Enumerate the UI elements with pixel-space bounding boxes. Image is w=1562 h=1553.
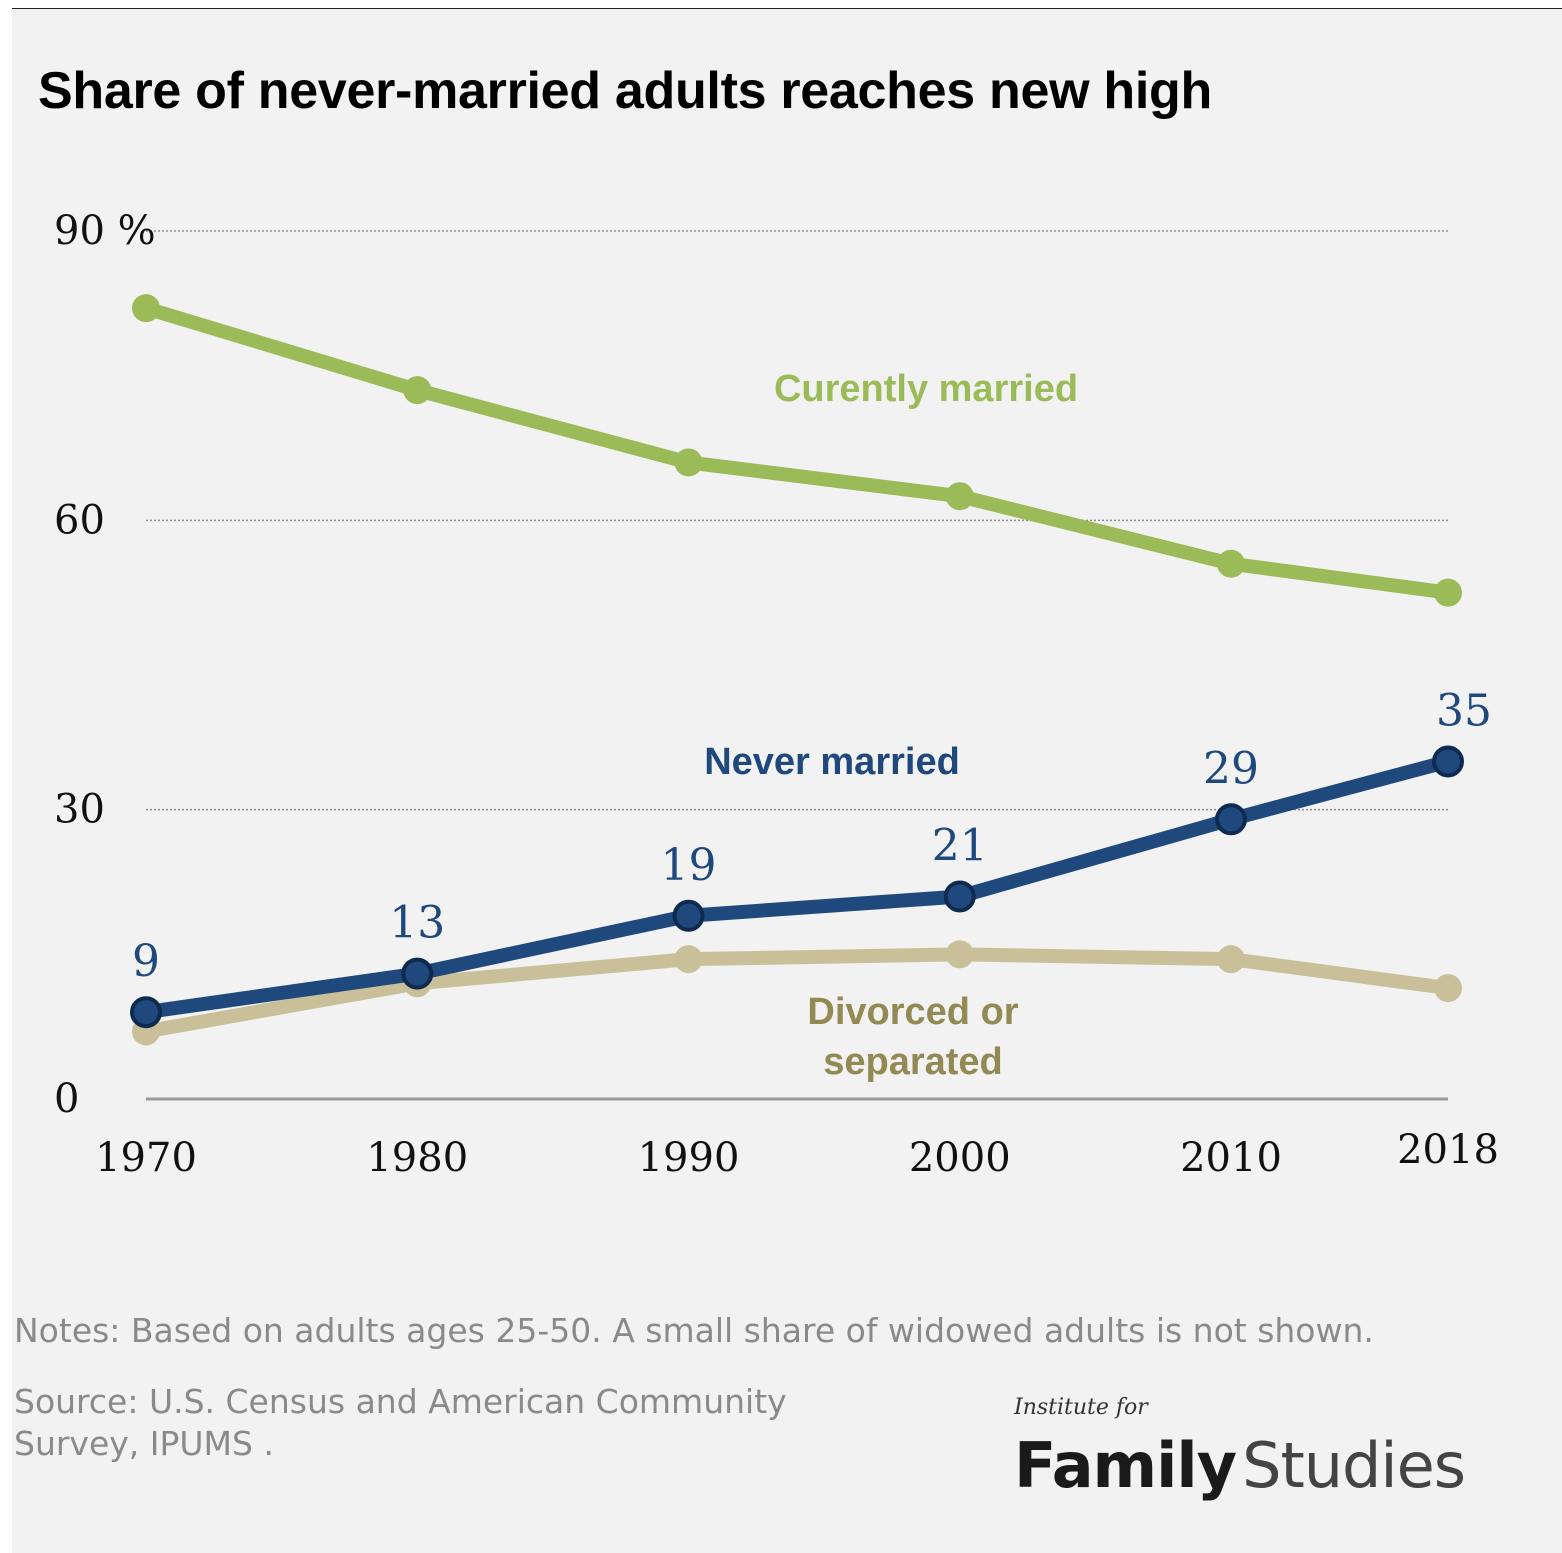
series-2-point-2000 xyxy=(945,940,974,969)
series-0-point-1970 xyxy=(132,294,160,323)
series-1-point-1990 xyxy=(672,899,705,932)
logo-studies: Studies xyxy=(1242,1429,1466,1502)
chart-source: Source: U.S. Census and American Communi… xyxy=(14,1382,787,1463)
series-1-point-2000 xyxy=(943,880,976,913)
series-1-point-2018 xyxy=(1432,745,1464,778)
never-married-value-label-1990: 19 xyxy=(661,840,717,891)
y-tick-label-30: 30 xyxy=(54,787,105,833)
series-2-point-2018 xyxy=(1434,974,1462,1003)
logo-institute-for: Institute for xyxy=(1014,1395,1148,1420)
series-0-point-2000 xyxy=(945,482,974,511)
never-married-value-label-2018: 35 xyxy=(1436,685,1492,736)
x-tick-label-1980: 1980 xyxy=(366,1135,468,1181)
series-1-point-1970 xyxy=(130,996,162,1029)
series-line-1 xyxy=(139,754,1455,1020)
x-tick-label-1990: 1990 xyxy=(638,1135,740,1181)
ifs-logo: FamilyStudies xyxy=(1014,1429,1466,1502)
x-tick-label-2010: 2010 xyxy=(1180,1135,1282,1181)
line-chart: 0 30 60 90 % 1970 1980 1990 2000 2010 2018 9 13 19 21… xyxy=(54,208,1499,1181)
logo-family: Family xyxy=(1014,1429,1237,1502)
series-line-0 xyxy=(139,301,1455,600)
never-married-value-label-1970: 9 xyxy=(132,936,160,987)
never-married-value-label-2010: 29 xyxy=(1203,743,1259,794)
series-2-point-1990 xyxy=(674,945,703,974)
series-0-point-2010 xyxy=(1217,549,1245,578)
series-name-label-1-0: Never married xyxy=(704,741,960,783)
series-0-point-2018 xyxy=(1434,578,1462,607)
y-tick-label-90: 90 % xyxy=(54,208,156,254)
series-0-point-1980 xyxy=(403,376,432,405)
chart-notes: Notes: Based on adults ages 25-50. A sma… xyxy=(14,1311,1374,1350)
series-name-label-2-0: Divorced or xyxy=(807,991,1018,1033)
y-tick-label-0: 0 xyxy=(54,1076,79,1122)
x-tick-label-2000: 2000 xyxy=(909,1135,1011,1181)
x-tick-label-1970: 1970 xyxy=(95,1135,197,1181)
series-name-label-2-1: separated xyxy=(823,1041,1003,1083)
series-1-point-1980 xyxy=(401,957,434,990)
x-tick-label-2018: 2018 xyxy=(1397,1127,1499,1173)
series-0-point-1990 xyxy=(674,448,703,477)
never-married-value-label-2000: 21 xyxy=(932,820,988,871)
series-line-2 xyxy=(139,947,1455,1039)
series-2-point-2010 xyxy=(1217,945,1245,974)
series-1-point-2010 xyxy=(1215,803,1247,836)
series-name-label-0-0: Curently married xyxy=(774,368,1078,410)
chart-card: Share of never-married adults reaches ne… xyxy=(12,8,1562,1553)
never-married-value-label-1980: 13 xyxy=(389,898,445,949)
y-tick-label-60: 60 xyxy=(54,497,105,543)
chart-title: Share of never-married adults reaches ne… xyxy=(38,62,1212,120)
